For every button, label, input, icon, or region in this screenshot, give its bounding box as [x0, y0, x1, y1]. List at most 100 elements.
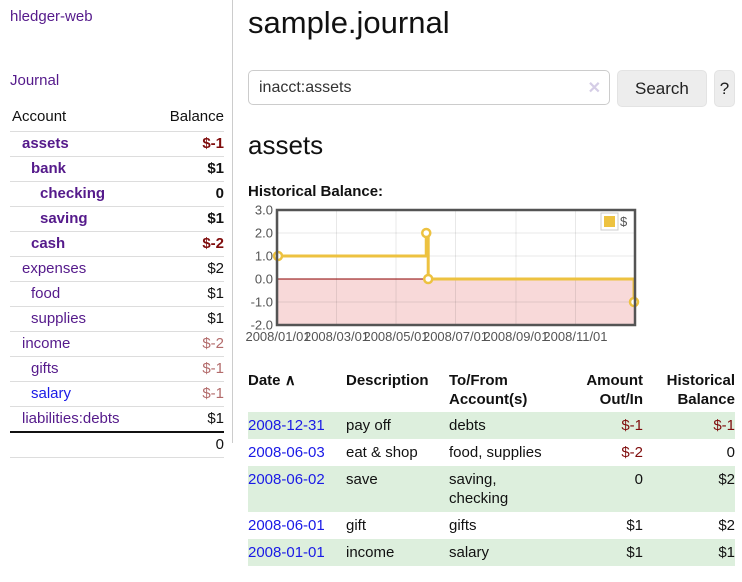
clear-search-icon[interactable]: ✕	[587, 80, 601, 97]
y-axis-tick-label: 0.0	[255, 272, 273, 287]
account-link[interactable]: supplies	[31, 310, 87, 327]
register-header-balance: Historical Balance	[666, 372, 735, 408]
transaction-date-link[interactable]: 2008-12-31	[248, 417, 325, 434]
sort-ascending-icon: ∧	[284, 372, 296, 389]
transaction-row: 2008-06-01 gift gifts $1 $2	[248, 512, 735, 539]
account-balance: $-1	[151, 356, 224, 382]
transaction-description: gift	[346, 517, 367, 534]
transaction-date-link[interactable]: 2008-01-01	[248, 544, 325, 561]
register-header-amount: Amount Out/In	[586, 372, 643, 408]
y-axis-tick-label: 2.0	[255, 226, 273, 241]
app-title-link[interactable]: hledger-web	[10, 8, 93, 25]
account-balance: $1	[151, 406, 224, 432]
transaction-row: 2008-06-03 eat & shop food, supplies $-2 0	[248, 439, 735, 466]
account-row: liabilities:debts $1	[10, 406, 224, 432]
accounts-total-row: 0	[10, 431, 224, 458]
account-link[interactable]: cash	[31, 235, 66, 252]
transaction-amount: $-2	[621, 444, 643, 461]
transaction-balance: $-1	[713, 417, 735, 434]
transaction-balance: 0	[726, 444, 735, 461]
account-link[interactable]: income	[22, 335, 71, 352]
transaction-balance: $2	[718, 517, 735, 534]
account-link[interactable]: salary	[31, 385, 72, 402]
transaction-balance: $2	[718, 471, 735, 488]
search-form: ✕ Search ?	[248, 70, 735, 107]
register-header-description: Description	[346, 372, 429, 389]
historical-balance-chart: 3.0 2.0 1.0 0.0 -1.0 -2.0 2008/01/01 2008/03/01…	[245, 203, 735, 351]
legend-swatch-icon	[604, 216, 615, 227]
transaction-date-link[interactable]: 2008-06-02	[248, 471, 325, 488]
help-button[interactable]: ?	[713, 70, 735, 107]
account-row: cash $-2	[10, 231, 224, 257]
transaction-amount: $1	[626, 517, 643, 534]
account-link[interactable]: liabilities:debts	[22, 410, 120, 427]
account-balance: $2	[151, 256, 224, 282]
register-header-date[interactable]: Date ∧	[248, 372, 296, 389]
main-content: sample.journal ✕ Search ? assets Histori…	[245, 0, 742, 566]
transaction-description: pay off	[346, 417, 391, 434]
page-title: sample.journal	[248, 5, 450, 40]
account-row: gifts $-1	[10, 356, 224, 382]
search-input[interactable]	[248, 70, 610, 105]
accounts-table: Account Balance assets $-1 bank $1 checking 0…	[10, 104, 224, 458]
account-link[interactable]: bank	[31, 160, 67, 177]
x-axis-tick-label: 2008/11/01	[543, 329, 607, 344]
chart-svg: 3.0 2.0 1.0 0.0 -1.0 -2.02008/01/012008/03/01…	[245, 203, 640, 344]
transaction-accounts: saving, checking	[449, 471, 509, 507]
data-point-marker	[421, 227, 432, 239]
x-axis-tick-label: 2008/09/01	[483, 329, 548, 344]
transaction-accounts: gifts	[449, 517, 477, 534]
account-row: assets $-1	[10, 131, 224, 157]
transaction-accounts: salary	[449, 544, 490, 561]
transaction-accounts: food, supplies	[449, 444, 542, 461]
accounts-header-balance: Balance	[169, 108, 224, 125]
account-link[interactable]: assets	[22, 135, 69, 152]
account-balance: $1	[151, 206, 224, 232]
register-table: Date ∧ Description To/From Account(s) Am…	[248, 368, 735, 566]
transaction-balance: $1	[718, 544, 735, 561]
account-link[interactable]: gifts	[31, 360, 59, 377]
account-balance: $1	[151, 281, 224, 307]
transaction-row: 2008-06-02 save saving, checking 0 $2	[248, 466, 735, 512]
transaction-amount: $-1	[621, 417, 643, 434]
account-balance: 0	[151, 181, 224, 207]
accounts-total-balance: 0	[151, 431, 224, 458]
account-row: expenses $2	[10, 256, 224, 282]
account-link[interactable]: expenses	[22, 260, 87, 277]
transaction-description: save	[346, 471, 378, 488]
account-link[interactable]: saving	[40, 210, 88, 227]
account-balance: $-2	[151, 331, 224, 357]
account-row: saving $1	[10, 206, 224, 232]
account-link[interactable]: checking	[40, 185, 106, 202]
transaction-description: eat & shop	[346, 444, 418, 461]
account-row: checking 0	[10, 181, 224, 207]
legend-label: $	[620, 214, 628, 229]
chart-title: Historical Balance:	[248, 183, 384, 200]
transaction-date-link[interactable]: 2008-06-03	[248, 444, 325, 461]
x-axis-tick-label: 2008/05/01	[363, 329, 428, 344]
account-balance: $1	[151, 306, 224, 332]
account-row: bank $1	[10, 156, 224, 182]
transaction-accounts: debts	[449, 417, 486, 434]
sidebar: hledger-web Journal Account Balance asse…	[0, 0, 233, 458]
data-point-marker	[422, 273, 434, 285]
chart-legend: $	[600, 212, 628, 231]
sidebar-item-journal[interactable]: Journal	[10, 72, 60, 89]
y-axis-tick-label: 1.0	[255, 249, 273, 264]
account-row: food $1	[10, 281, 224, 307]
transaction-amount: $1	[626, 544, 643, 561]
register-table-body: 2008-12-31 pay off debts $-1 $-1 2008-06-03 ea…	[248, 412, 735, 566]
account-link[interactable]: food	[31, 285, 61, 302]
account-row: income $-2	[10, 331, 224, 357]
x-axis-tick-label: 2008/03/01	[304, 329, 369, 344]
transaction-row: 2008-01-01 income salary $1 $1	[248, 539, 735, 566]
account-balance: $-1	[151, 381, 224, 407]
transaction-date-link[interactable]: 2008-06-01	[248, 517, 325, 534]
accounts-table-body: assets $-1 bank $1 checking 0 saving $1 cash $-2 e…	[10, 131, 224, 458]
accounts-header-account: Account	[12, 108, 67, 125]
account-balance: $1	[151, 156, 224, 182]
transaction-description: income	[346, 544, 395, 561]
transaction-amount: 0	[634, 471, 643, 488]
x-axis-tick-label: 2008/07/01	[423, 329, 488, 344]
search-button[interactable]: Search	[617, 70, 707, 107]
